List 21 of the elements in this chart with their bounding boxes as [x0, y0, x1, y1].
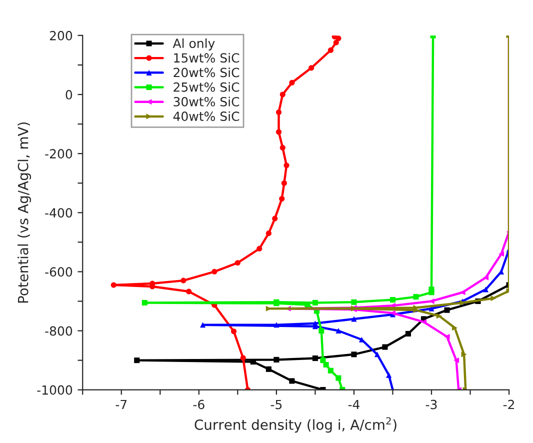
x-tick-label: -2: [503, 400, 514, 410]
y-tick-label: -400: [45, 208, 72, 218]
y-tick-label: -1000: [37, 385, 72, 395]
y-axis-title: Potential (vs Ag/AgCl, mV): [18, 122, 32, 303]
legend-label: 15wt% SiC: [174, 52, 240, 63]
legend-label: 30wt% SiC: [174, 96, 240, 106]
x-tick-label: -4: [348, 400, 360, 410]
x-tick-label: -3: [426, 400, 437, 410]
legend-label: 25wt% SiC: [174, 82, 240, 92]
legend-label: 20wt% SiC: [174, 68, 240, 78]
x-tick-label: -6: [193, 400, 204, 410]
y-tick-label: -800: [45, 326, 72, 336]
y-tick-label: -600: [45, 267, 72, 277]
x-tick-label: -7: [116, 400, 127, 410]
x-axis-title: Current density (log i, A/cm$^{2}$): [194, 417, 396, 433]
y-tick-label: 0: [66, 90, 72, 100]
x-tick-label: -5: [270, 400, 282, 410]
y-tick-label: 200: [50, 30, 72, 40]
legend-label: Al only: [172, 38, 215, 50]
y-tick-label: -200: [45, 149, 72, 158]
legend-label: 40wt% SiC: [173, 111, 240, 122]
